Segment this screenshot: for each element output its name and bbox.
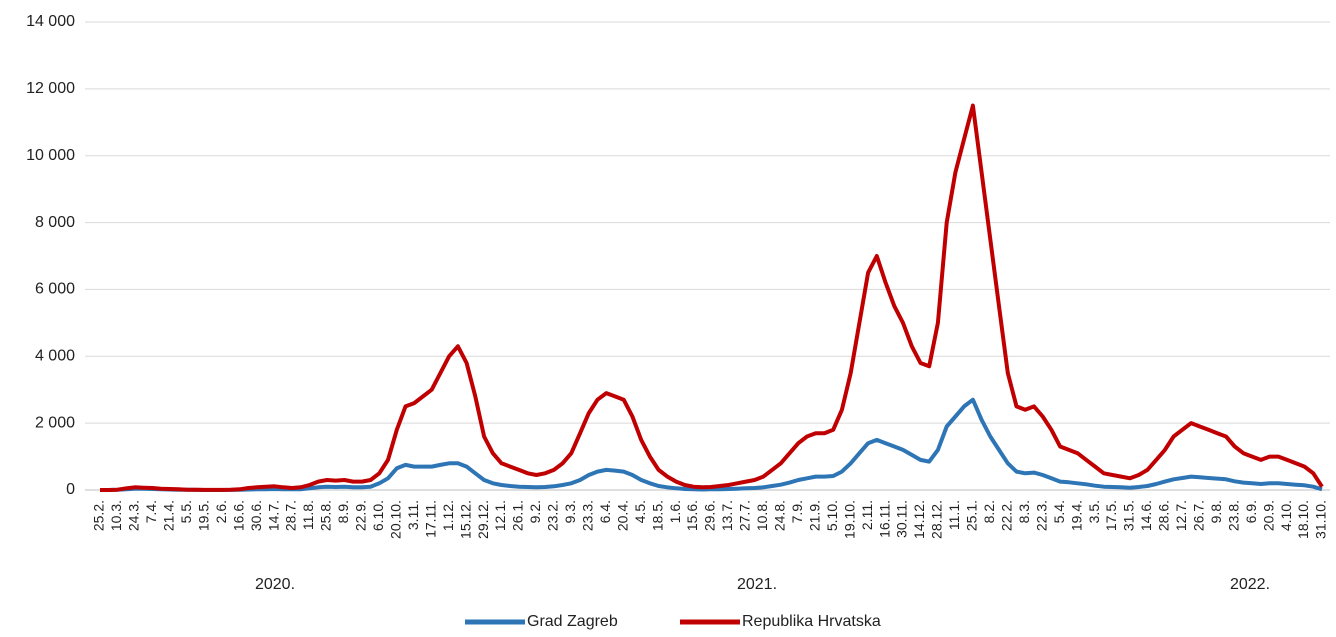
x-tick-label: 4.5. xyxy=(632,500,648,523)
y-tick-label: 4 000 xyxy=(35,348,75,365)
x-tick-label: 4.10. xyxy=(1278,500,1294,531)
x-tick-label: 14.12. xyxy=(911,500,927,539)
x-tick-label: 15.12. xyxy=(457,500,473,539)
x-tick-label: 6.9. xyxy=(1243,500,1259,523)
x-tick-label: 29.12. xyxy=(475,500,491,539)
x-tick-label: 3.5. xyxy=(1086,500,1102,523)
x-tick-label: 23.3. xyxy=(580,500,596,531)
y-tick-label: 12 000 xyxy=(26,80,75,97)
year-label: 2021. xyxy=(737,576,777,593)
x-tick-label: 16.11. xyxy=(876,500,892,538)
x-tick-label: 30.11. xyxy=(894,500,910,538)
x-tick-label: 6.4. xyxy=(597,500,613,523)
y-tick-label: 8 000 xyxy=(35,214,75,231)
x-tick-label: 14.7. xyxy=(265,500,281,531)
x-tick-label: 17.11. xyxy=(422,500,438,538)
x-tick-label: 25.8. xyxy=(318,500,334,531)
x-tick-label: 12.7. xyxy=(1173,500,1189,531)
x-tick-label: 22.3. xyxy=(1033,500,1049,531)
y-tick-label: 10 000 xyxy=(26,147,75,164)
x-tick-label: 13.7. xyxy=(719,500,735,531)
x-tick-label: 10.8. xyxy=(754,500,770,531)
x-tick-label: 20.10. xyxy=(387,500,403,539)
x-tick-label: 25.2. xyxy=(91,500,107,531)
x-tick-label: 7.9. xyxy=(789,500,805,523)
x-tick-label: 29.6. xyxy=(702,500,718,531)
x-tick-label: 24.3. xyxy=(126,500,142,531)
x-tick-label: 16.6. xyxy=(230,500,246,531)
x-tick-label: 24.8. xyxy=(772,500,788,531)
y-tick-label: 14 000 xyxy=(26,13,75,30)
x-tick-label: 10.3. xyxy=(108,500,124,531)
x-tick-label: 23.8. xyxy=(1225,500,1241,531)
x-tick-label: 31.5. xyxy=(1121,500,1137,531)
x-tick-label: 28.6. xyxy=(1156,500,1172,531)
x-tick-label: 8.3. xyxy=(1016,500,1032,523)
x-tick-label: 11.8. xyxy=(300,500,316,530)
x-tick-label: 6.10. xyxy=(370,500,386,531)
y-tick-label: 0 xyxy=(66,481,75,498)
x-tick-label: 14.6. xyxy=(1138,500,1154,531)
x-tick-label: 25.1. xyxy=(964,500,980,531)
x-tick-label: 5.5. xyxy=(178,500,194,523)
x-tick-label: 8.2. xyxy=(981,500,997,523)
year-label: 2020. xyxy=(255,576,295,593)
x-tick-label: 21.4. xyxy=(161,500,177,531)
year-label: 2022. xyxy=(1230,576,1270,593)
series-line xyxy=(100,397,1323,492)
x-tick-label: 20.4. xyxy=(614,500,630,531)
x-tick-label: 9.8. xyxy=(1208,500,1224,523)
x-tick-label: 30.6. xyxy=(248,500,264,531)
x-tick-label: 31.10. xyxy=(1313,500,1329,539)
x-tick-label: 19.4. xyxy=(1068,500,1084,531)
x-tick-label: 18.10. xyxy=(1295,500,1311,539)
x-tick-label: 19.5. xyxy=(195,500,211,531)
x-tick-label: 23.2. xyxy=(545,500,561,531)
x-tick-label: 5.4. xyxy=(1051,500,1067,523)
x-tick-label: 9.3. xyxy=(562,500,578,523)
x-tick-label: 9.2. xyxy=(527,500,543,523)
x-tick-label: 5.10. xyxy=(824,500,840,531)
x-tick-label: 18.5. xyxy=(649,500,665,531)
x-tick-label: 1.12. xyxy=(440,500,456,531)
legend-label: Republika Hrvatska xyxy=(742,613,881,630)
x-tick-label: 17.5. xyxy=(1103,500,1119,531)
x-tick-label: 28.7. xyxy=(283,500,299,531)
y-tick-label: 6 000 xyxy=(35,281,75,298)
x-tick-label: 22.2. xyxy=(998,500,1014,531)
x-tick-label: 22.9. xyxy=(353,500,369,531)
x-tick-label: 26.1. xyxy=(510,500,526,531)
x-tick-label: 19.10. xyxy=(841,500,857,539)
y-tick-label: 2 000 xyxy=(35,414,75,431)
x-tick-label: 1.6. xyxy=(667,500,683,523)
x-tick-label: 2.11. xyxy=(859,500,875,530)
x-tick-label: 2.6. xyxy=(213,500,229,523)
x-tick-label: 8.9. xyxy=(335,500,351,523)
x-tick-label: 21.9. xyxy=(806,500,822,531)
x-tick-label: 11.1. xyxy=(946,500,962,530)
x-tick-label: 12.1. xyxy=(492,500,508,531)
x-tick-label: 7.4. xyxy=(143,500,159,523)
series-line xyxy=(100,103,1324,492)
x-tick-label: 28.12. xyxy=(929,500,945,539)
x-tick-label: 26.7. xyxy=(1191,500,1207,531)
x-tick-label: 27.7. xyxy=(737,500,753,531)
x-tick-label: 3.11. xyxy=(405,500,421,530)
legend-label: Grad Zagreb xyxy=(527,613,618,630)
x-tick-label: 15.6. xyxy=(684,500,700,531)
x-tick-label: 20.9. xyxy=(1260,500,1276,531)
